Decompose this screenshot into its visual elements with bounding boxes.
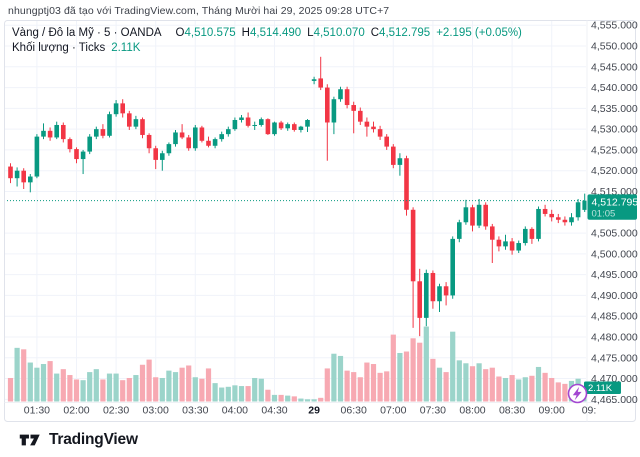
svg-text:4,540.000: 4,540.000 [591,82,638,94]
volume-label: Khối lượng · Ticks [12,42,106,54]
chart-legend: Vàng / Đô la Mỹ · 5 · OANDA O4,510.575 H4,… [12,26,522,56]
svg-text:4,512.795: 4,512.795 [592,196,639,208]
svg-text:02:30: 02:30 [103,405,129,417]
svg-text:29: 29 [308,405,320,417]
tradingview-logo[interactable]: TradingView [19,431,138,449]
open-value: 4,510.575 [184,27,236,39]
time-axis[interactable]: 01:30 02:00 02:30 03:00 03:30 04:00 04:30 29 06:… [24,405,597,417]
candles[interactable] [8,56,587,337]
svg-text:4,520.000: 4,520.000 [591,165,638,177]
svg-text:4,465.000: 4,465.000 [591,394,638,406]
svg-text:04:00: 04:00 [222,405,248,417]
svg-text:07:00: 07:00 [380,405,406,417]
grid-lines [5,21,586,402]
legend-volume-row: Khối lượng · Ticks 2.11K [12,41,522,56]
svg-text:08:30: 08:30 [499,405,525,417]
svg-text:4,525.000: 4,525.000 [591,144,638,156]
chart-card-border [4,20,636,422]
svg-text:09:00: 09:00 [539,405,565,417]
change-value: +2.195 (+0.05%) [436,27,522,39]
svg-text:4,550.000: 4,550.000 [591,41,638,53]
low-label: L [307,27,314,39]
svg-text:04:30: 04:30 [261,405,287,417]
svg-text:01:30: 01:30 [24,405,50,417]
low-value: 4,510.070 [313,27,365,39]
close-label: C [370,27,380,39]
svg-text:4,505.000: 4,505.000 [591,228,638,240]
svg-text:4,490.000: 4,490.000 [591,290,638,302]
svg-text:08:00: 08:00 [459,405,485,417]
tradingview-logo-text: TradingView [49,430,138,448]
volume-value: 2.11K [111,42,141,54]
tradingview-logo-icon [19,434,40,445]
svg-text:4,480.000: 4,480.000 [591,331,638,343]
svg-text:4,485.000: 4,485.000 [591,311,638,323]
svg-text:4,535.000: 4,535.000 [591,103,638,115]
lightning-icon[interactable] [567,383,588,404]
svg-text:4,495.000: 4,495.000 [591,269,638,281]
high-value: 4,514.490 [249,27,302,39]
symbol-title[interactable]: Vàng / Đô la Mỹ · 5 · OANDA [12,27,162,39]
svg-text:09:: 09: [582,405,597,417]
svg-text:02:00: 02:00 [63,405,89,417]
volume-marker-badge: 2.11K [584,381,621,394]
svg-text:4,555.000: 4,555.000 [591,20,638,32]
footer-bar: TradingView [0,422,640,457]
svg-text:4,475.000: 4,475.000 [591,352,638,364]
svg-text:2.11K: 2.11K [588,383,613,394]
svg-text:03:30: 03:30 [182,405,208,417]
svg-text:03:00: 03:00 [143,405,169,417]
legend-symbol-row: Vàng / Đô la Mỹ · 5 · OANDA O4,510.575 H4,… [12,26,522,41]
svg-text:4,500.000: 4,500.000 [591,248,638,260]
open-label: O [175,27,185,39]
svg-text:01:05: 01:05 [592,209,616,220]
svg-text:06:30: 06:30 [341,405,367,417]
high-label: H [241,27,250,39]
svg-text:4,545.000: 4,545.000 [591,61,638,73]
volume-bars [7,326,588,402]
close-value: 4,512.795 [379,27,431,39]
svg-text:07:30: 07:30 [420,405,446,417]
attribution-text: nhungptj03 đã tạo với TradingView.com, T… [8,5,390,17]
svg-text:4,530.000: 4,530.000 [591,124,638,136]
